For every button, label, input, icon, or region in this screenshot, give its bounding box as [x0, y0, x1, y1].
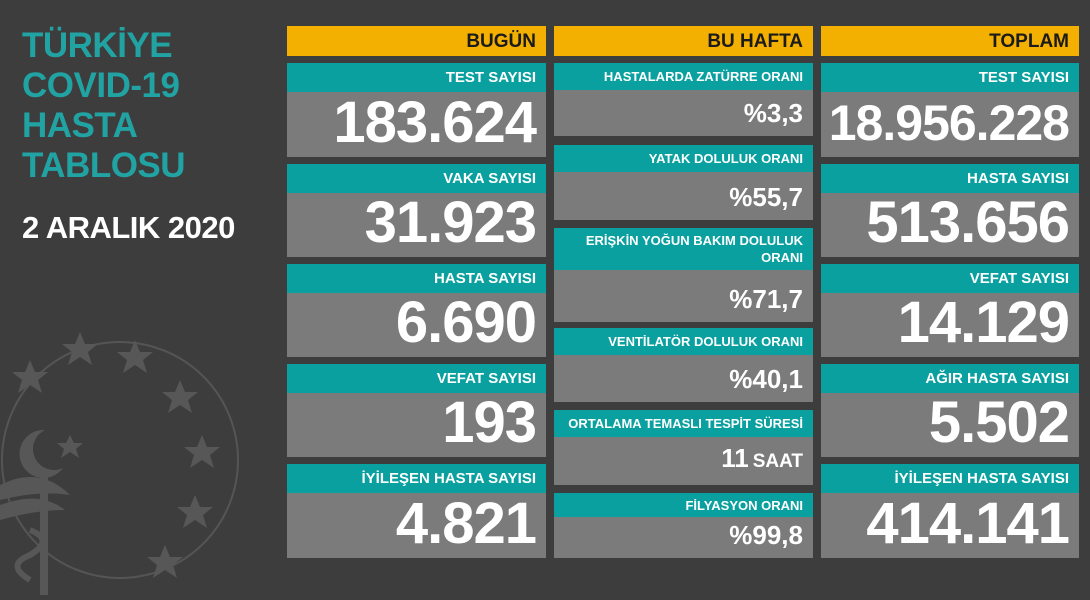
week-contact-label: ORTALAMA TEMASLI TESPİT SÜRESİ: [554, 410, 813, 437]
total-critical-card: AĞIR HASTA SAYISI 5.502: [821, 364, 1079, 457]
week-ventilator-card: VENTİLATÖR DOLULUK ORANI %40,1: [554, 328, 813, 402]
week-icu-label: ERİŞKİN YOĞUN BAKIM DOLULUK ORANI: [554, 228, 813, 270]
week-header: BU HAFTA: [554, 26, 813, 56]
today-death-value: 193: [442, 390, 537, 455]
total-test-value: 18.956.228: [828, 95, 1070, 151]
week-pneumonia-label: HASTALARDA ZATÜRRE ORANI: [554, 63, 813, 90]
week-ventilator-value: %40,1: [729, 364, 803, 394]
week-bed-value: %55,7: [729, 182, 803, 212]
total-recovered-card: İYİLEŞEN HASTA SAYISI 414.141: [821, 464, 1079, 558]
total-recovered-label: İYİLEŞEN HASTA SAYISI: [821, 464, 1079, 493]
week-contact-card: ORTALAMA TEMASLI TESPİT SÜRESİ 11 SAAT: [554, 410, 813, 485]
today-recovered-label: İYİLEŞEN HASTA SAYISI: [287, 464, 546, 493]
total-patient-label: HASTA SAYISI: [821, 164, 1079, 193]
total-death-card: VEFAT SAYISI 14.129: [821, 264, 1079, 357]
total-recovered-value: 414.141: [866, 491, 1070, 556]
week-filiation-card: FİLYASYON ORANI %99,8: [554, 493, 813, 558]
today-test-value: 183.624: [333, 90, 537, 155]
today-case-value: 31.923: [364, 190, 537, 255]
today-patient-label: HASTA SAYISI: [287, 264, 546, 293]
dashboard-title: TÜRKİYE COVID-19 HASTA TABLOSU: [22, 26, 186, 186]
week-contact-unit: SAAT: [752, 451, 803, 472]
today-header: BUGÜN: [287, 26, 546, 56]
week-column: BU HAFTA HASTALARDA ZATÜRRE ORANI %3,3 Y…: [554, 26, 813, 558]
ministry-emblem-icon: [0, 332, 239, 595]
week-icu-value: %71,7: [729, 284, 803, 314]
today-patient-value: 6.690: [395, 290, 537, 355]
week-bed-card: YATAK DOLULUK ORANI %55,7: [554, 145, 813, 220]
total-test-card: TEST SAYISI 18.956.228: [821, 63, 1079, 157]
today-case-card: VAKA SAYISI 31.923: [287, 164, 546, 257]
today-test-label: TEST SAYISI: [287, 63, 546, 92]
title-line-1: TÜRKİYE: [22, 26, 173, 65]
total-death-value: 14.129: [897, 290, 1070, 355]
total-critical-label: AĞIR HASTA SAYISI: [821, 364, 1079, 393]
week-ventilator-label: VENTİLATÖR DOLULUK ORANI: [554, 328, 813, 355]
total-header: TOPLAM: [821, 26, 1079, 56]
total-test-label: TEST SAYISI: [821, 63, 1079, 92]
today-death-card: VEFAT SAYISI 193: [287, 364, 546, 457]
today-recovered-card: İYİLEŞEN HASTA SAYISI 4.821: [287, 464, 546, 558]
total-patient-value: 513.656: [866, 190, 1070, 255]
today-patient-card: HASTA SAYISI 6.690: [287, 264, 546, 357]
today-test-card: TEST SAYISI 183.624: [287, 63, 546, 157]
report-date: 2 ARALIK 2020: [22, 210, 235, 245]
week-pneumonia-value: %3,3: [743, 98, 803, 128]
total-column: TOPLAM TEST SAYISI 18.956.228 HASTA SAYI…: [821, 26, 1079, 558]
week-filiation-label: FİLYASYON ORANI: [554, 493, 813, 517]
total-death-label: VEFAT SAYISI: [821, 264, 1079, 293]
title-line-3: HASTA: [22, 106, 138, 145]
total-critical-value: 5.502: [928, 390, 1070, 455]
week-pneumonia-card: HASTALARDA ZATÜRRE ORANI %3,3: [554, 63, 813, 136]
today-recovered-value: 4.821: [395, 491, 537, 556]
title-line-4: TABLOSU: [22, 146, 186, 185]
today-death-label: VEFAT SAYISI: [287, 364, 546, 393]
week-filiation-value: %99,8: [729, 520, 803, 550]
week-contact-number: 11: [721, 443, 749, 473]
week-bed-label: YATAK DOLULUK ORANI: [554, 145, 813, 172]
title-line-2: COVID-19: [22, 66, 180, 105]
week-contact-value: 11 SAAT: [721, 443, 803, 477]
total-patient-card: HASTA SAYISI 513.656: [821, 164, 1079, 257]
today-column: BUGÜN TEST SAYISI 183.624 VAKA SAYISI 31…: [287, 26, 546, 558]
today-case-label: VAKA SAYISI: [287, 164, 546, 193]
week-icu-card: ERİŞKİN YOĞUN BAKIM DOLULUK ORANI %71,7: [554, 228, 813, 322]
